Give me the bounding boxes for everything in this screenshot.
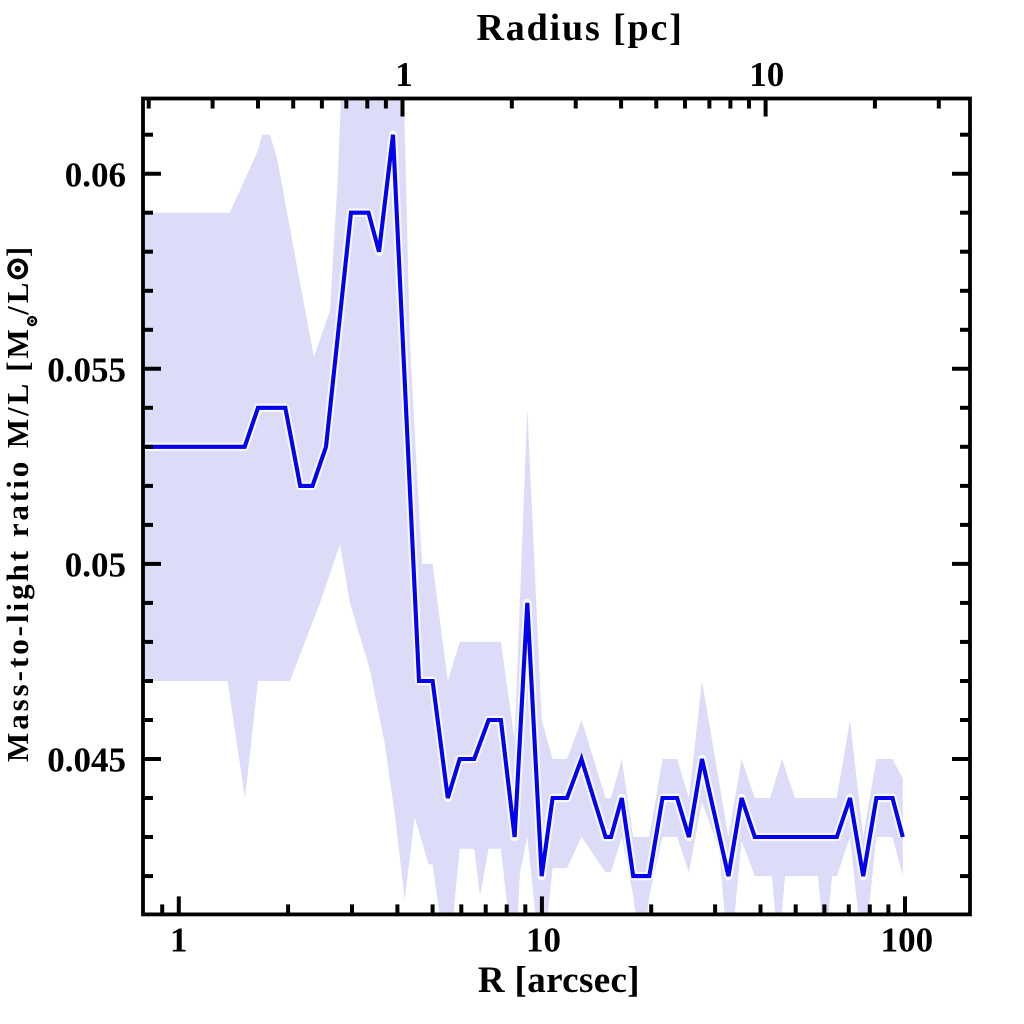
svg-text:R [arcsec]: R [arcsec]: [478, 960, 640, 1001]
svg-text:0.05: 0.05: [65, 546, 126, 585]
svg-text:0.06: 0.06: [65, 155, 126, 194]
svg-text:1: 1: [170, 921, 188, 960]
svg-text:Radius [pc]: Radius [pc]: [476, 7, 683, 49]
svg-text:10: 10: [749, 55, 784, 94]
svg-text:Mass-to-light ratio M/L [M: Mass-to-light ratio M/L [M: [0, 326, 35, 762]
svg-text:/L: /L: [0, 280, 35, 316]
svg-text:100: 100: [881, 921, 934, 960]
svg-text:0.045: 0.045: [47, 741, 126, 780]
svg-text:]: ]: [0, 244, 35, 257]
svg-text:10: 10: [526, 921, 561, 960]
svg-text:0.055: 0.055: [47, 350, 126, 389]
svg-text:1: 1: [395, 55, 413, 94]
